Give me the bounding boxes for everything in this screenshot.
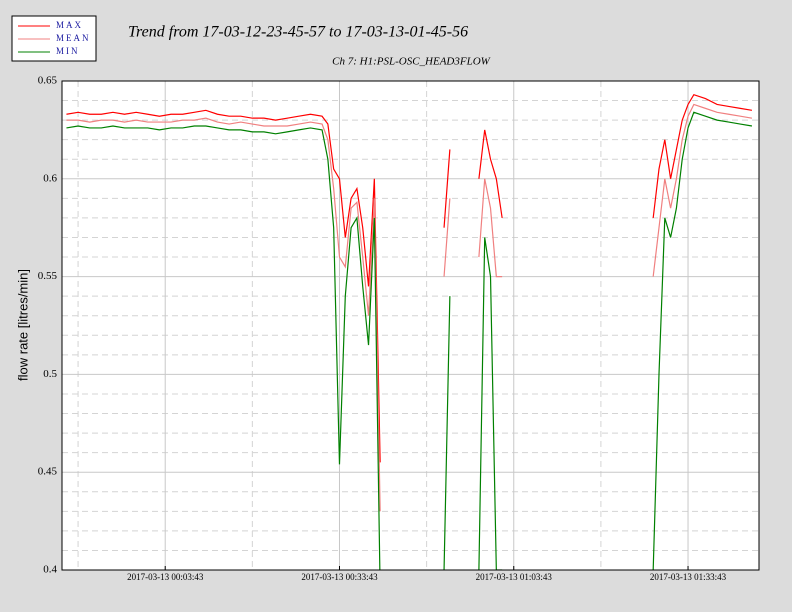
chart-subtitle: Ch 7: H1:PSL-OSC_HEAD3FLOW: [332, 56, 490, 68]
y-tick-label: 0.65: [38, 75, 58, 87]
x-tick-label: 2017-03-13 01:33:43: [650, 572, 727, 582]
legend-label: MEAN: [56, 33, 91, 43]
x-tick-label: 2017-03-13 01:03:43: [476, 572, 553, 582]
chart-title: Trend from 17-03-12-23-45-57 to 17-03-13…: [128, 24, 468, 41]
plot-frame: [61, 80, 760, 571]
legend: MAX MEAN MIN: [11, 15, 97, 62]
series-line: [66, 103, 753, 512]
y-tick-label: 0.5: [43, 368, 57, 380]
x-tick-label: 2017-03-13 00:03:43: [127, 572, 204, 582]
y-axis-label: flow rate [litres/min]: [15, 269, 30, 381]
series-line: [66, 93, 753, 463]
y-tick-label: 0.55: [38, 270, 58, 282]
labels: 0.4 0.45 0.5 0.55 0.6 0.65 2017-03-13 00:03:43…: [38, 75, 727, 583]
y-tick-label: 0.4: [43, 564, 57, 576]
plot-area: [62, 81, 759, 570]
series-line: [66, 111, 753, 570]
legend-label: MIN: [56, 46, 80, 56]
legend-label: MAX: [56, 20, 83, 30]
lines: [66, 93, 753, 570]
x-tick-label: 2017-03-13 00:33:43: [301, 572, 378, 582]
y-tick-label: 0.6: [43, 172, 57, 184]
y-tick-label: 0.45: [38, 466, 58, 478]
